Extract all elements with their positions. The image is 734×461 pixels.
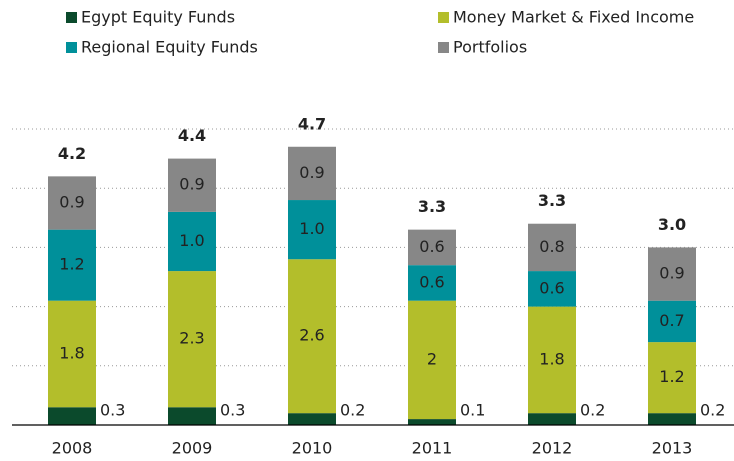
value-label: 0.9	[59, 193, 84, 212]
total-label: 3.3	[418, 197, 446, 216]
x-tick-label: 2008	[52, 439, 93, 458]
bar-segment	[648, 300, 696, 343]
bar-segment	[528, 306, 576, 414]
value-label: 0.9	[659, 264, 684, 283]
total-label: 4.4	[178, 126, 206, 145]
value-label: 1.2	[659, 367, 684, 386]
bar-segment	[48, 229, 96, 301]
value-label: 0.2	[340, 401, 365, 420]
bar-segment	[648, 247, 696, 301]
bar-segment	[528, 223, 576, 272]
bar-segment	[408, 419, 456, 425]
legend-label: Money Market & Fixed Income	[453, 8, 694, 27]
value-label: 0.3	[220, 401, 245, 420]
bar-segment	[168, 271, 216, 408]
legend-label: Regional Equity Funds	[81, 38, 258, 57]
legend-label: Portfolios	[453, 38, 527, 57]
bar-segment	[48, 407, 96, 425]
value-label: 0.2	[580, 401, 605, 420]
bar-segment	[48, 300, 96, 408]
x-tick-label: 2009	[172, 439, 213, 458]
value-label: 1.8	[539, 349, 564, 368]
value-label: 1.8	[59, 343, 84, 362]
value-label: 0.9	[299, 163, 324, 182]
legend-swatch	[66, 12, 77, 23]
legend-swatch	[66, 42, 77, 53]
bar-segment	[288, 413, 336, 425]
bar-segment	[288, 146, 336, 201]
value-label: 0.2	[700, 401, 725, 420]
bar-segment	[528, 271, 576, 307]
legend-label: Egypt Equity Funds	[81, 8, 235, 27]
value-label: 2	[427, 349, 437, 368]
bar-segment	[408, 265, 456, 301]
value-label: 1.0	[299, 219, 324, 238]
value-label: 0.6	[419, 237, 444, 256]
value-label: 0.9	[179, 175, 204, 194]
legend-swatch	[438, 42, 449, 53]
x-tick-label: 2012	[532, 439, 573, 458]
total-label: 4.7	[298, 114, 326, 133]
total-label: 3.3	[538, 191, 566, 210]
value-label: 0.7	[659, 311, 684, 330]
bar-segment	[168, 158, 216, 212]
value-label: 0.8	[539, 237, 564, 256]
value-label: 0.6	[419, 272, 444, 291]
value-label: 0.1	[460, 401, 485, 420]
total-label: 4.2	[58, 144, 86, 163]
total-label: 3.0	[658, 215, 686, 234]
value-label: 2.6	[299, 326, 324, 345]
bar-segment	[168, 407, 216, 425]
bar-segment	[168, 211, 216, 272]
value-label: 1.0	[179, 231, 204, 250]
bar-segment	[648, 342, 696, 414]
x-tick-label: 2013	[652, 439, 693, 458]
x-tick-label: 2011	[412, 439, 453, 458]
bar-segment	[288, 200, 336, 260]
value-label: 0.3	[100, 401, 125, 420]
bar-segment	[648, 413, 696, 425]
bar-segment	[408, 300, 456, 420]
bar-segment	[408, 229, 456, 266]
bar-segment	[288, 259, 336, 414]
value-label: 1.2	[59, 255, 84, 274]
value-label: 0.6	[539, 278, 564, 297]
x-tick-label: 2010	[292, 439, 333, 458]
bar-segment	[48, 176, 96, 230]
legend-swatch	[438, 12, 449, 23]
value-label: 2.3	[179, 329, 204, 348]
bar-segment	[528, 413, 576, 425]
